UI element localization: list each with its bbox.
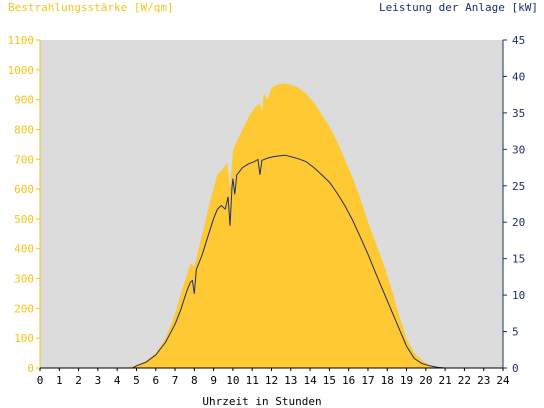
x-tick-label-6: 6 xyxy=(152,374,159,387)
x-tick-label-1: 1 xyxy=(56,374,63,387)
x-tick-label-13: 13 xyxy=(284,374,297,387)
left-tick-label-1000: 1000 xyxy=(8,64,35,77)
right-tick-label-25: 25 xyxy=(512,180,525,193)
x-tick-label-9: 9 xyxy=(210,374,217,387)
x-tick-label-21: 21 xyxy=(439,374,452,387)
x-tick-label-22: 22 xyxy=(458,374,471,387)
x-tick-label-8: 8 xyxy=(191,374,198,387)
left-tick-label-100: 100 xyxy=(14,332,34,345)
x-tick-label-7: 7 xyxy=(172,374,179,387)
series-layer xyxy=(40,83,503,369)
x-tick-label-10: 10 xyxy=(226,374,239,387)
right-axis-title: Leistung der Anlage [kW] xyxy=(379,1,538,14)
left-tick-label-700: 700 xyxy=(14,153,34,166)
right-tick-label-20: 20 xyxy=(512,216,525,229)
x-tick-label-14: 14 xyxy=(303,374,317,387)
x-tick-label-11: 11 xyxy=(246,374,259,387)
left-tick-label-900: 900 xyxy=(14,94,34,107)
power-line xyxy=(40,154,503,369)
x-tick-label-17: 17 xyxy=(361,374,374,387)
left-tick-label-200: 200 xyxy=(14,302,34,315)
left-tick-label-0: 0 xyxy=(27,362,34,375)
x-tick-label-18: 18 xyxy=(381,374,394,387)
left-axis-title: Bestrahlungsstärke [W/qm] xyxy=(8,1,174,14)
right-tick-label-15: 15 xyxy=(512,253,525,266)
irradiance-area xyxy=(40,83,503,368)
axes-layer: 0100200300400500600700800900100011000510… xyxy=(8,34,526,387)
left-tick-label-800: 800 xyxy=(14,123,34,136)
x-tick-label-4: 4 xyxy=(114,374,121,387)
x-tick-label-24: 24 xyxy=(496,374,510,387)
x-tick-label-15: 15 xyxy=(323,374,336,387)
right-tick-label-30: 30 xyxy=(512,143,525,156)
x-tick-label-12: 12 xyxy=(265,374,278,387)
x-axis-title: Uhrzeit in Stunden xyxy=(202,395,321,408)
x-tick-label-0: 0 xyxy=(37,374,44,387)
left-tick-label-400: 400 xyxy=(14,243,34,256)
x-tick-label-2: 2 xyxy=(75,374,82,387)
x-tick-label-19: 19 xyxy=(400,374,413,387)
x-tick-label-23: 23 xyxy=(477,374,490,387)
right-tick-label-45: 45 xyxy=(512,34,525,47)
left-tick-label-500: 500 xyxy=(14,213,34,226)
right-tick-label-10: 10 xyxy=(512,289,525,302)
x-tick-label-5: 5 xyxy=(133,374,140,387)
left-tick-label-1100: 1100 xyxy=(8,34,35,47)
left-tick-label-600: 600 xyxy=(14,183,34,196)
right-tick-label-40: 40 xyxy=(512,70,525,83)
left-tick-label-300: 300 xyxy=(14,273,34,286)
right-tick-label-35: 35 xyxy=(512,107,525,120)
x-tick-label-20: 20 xyxy=(419,374,432,387)
right-tick-label-0: 0 xyxy=(512,362,519,375)
right-tick-label-5: 5 xyxy=(512,326,519,339)
x-tick-label-3: 3 xyxy=(95,374,102,387)
x-tick-label-16: 16 xyxy=(342,374,355,387)
